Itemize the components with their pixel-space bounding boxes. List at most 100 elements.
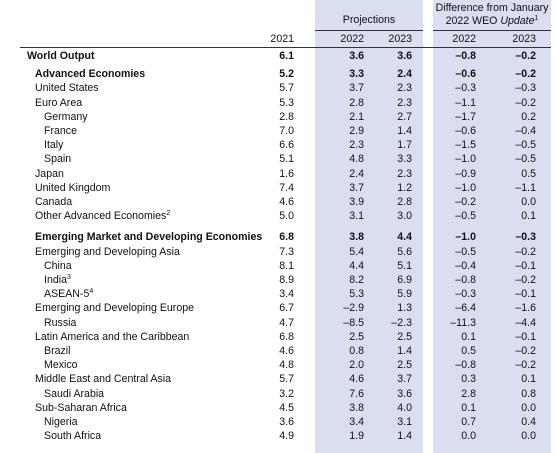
- value-2022-difference: 0.0: [461, 430, 476, 443]
- value-2023-difference: –0.2: [515, 274, 536, 286]
- value-2022-difference: –0.6: [455, 68, 476, 81]
- value-2023-difference: –0.1: [515, 288, 536, 301]
- row-label-text: Other Advanced Economies: [35, 210, 167, 223]
- row-label-text: United Kingdom: [35, 181, 111, 194]
- row-label-text: United States: [35, 82, 99, 95]
- value-2023-projection: 3.7: [397, 373, 412, 386]
- table-row: Saudi Arabia 3.2 7.6 3.6 2.8 0.8: [0, 387, 557, 401]
- row-label-text: Latin America and the Caribbean: [35, 330, 190, 343]
- value-2023-difference: –0.3: [515, 82, 536, 95]
- value-2021: 6.6: [279, 139, 294, 152]
- value-2021: 5.1: [279, 153, 294, 166]
- value-2022-projection: 3.6: [349, 50, 364, 62]
- value-2022-difference: –1.0: [455, 231, 476, 244]
- row-label: Other Advanced Economies2: [35, 209, 170, 223]
- value-2021: 4.9: [279, 430, 294, 443]
- value-2022-projection: 5.4: [349, 245, 364, 258]
- value-2022-projection: 3.9: [349, 196, 364, 208]
- row-label: France: [44, 124, 77, 138]
- table-row: Russia 4.7 –8.5 –2.3 –11.3 –4.4: [0, 316, 557, 330]
- value-2022-difference: 0.7: [461, 416, 476, 428]
- table-row: ASEAN-54 3.4 5.3 5.9 –0.3 –0.1: [0, 287, 557, 301]
- row-label: Brazil: [44, 344, 71, 358]
- value-2021: 8.9: [279, 274, 294, 286]
- value-2023-projection: 1.2: [397, 181, 412, 194]
- value-2023-projection: 2.7: [397, 110, 412, 123]
- value-2023-projection: 3.1: [397, 416, 412, 428]
- row-label: Nigeria: [44, 415, 78, 429]
- value-2022-projection: 3.8: [349, 231, 364, 244]
- row-label-text: India: [44, 274, 67, 286]
- value-2023-difference: –0.2: [515, 245, 536, 258]
- year-2021: 2021: [270, 33, 294, 45]
- value-2022-difference: –0.8: [455, 359, 476, 372]
- value-2022-difference: –0.3: [455, 82, 476, 95]
- value-2021: 8.1: [279, 259, 294, 272]
- value-2022-projection: 2.8: [349, 96, 364, 109]
- table-row: Emerging and Developing Europe 6.7 –2.9 1.3…: [0, 301, 557, 315]
- value-2022-difference: –0.6: [455, 125, 476, 137]
- row-label-text: China: [44, 259, 72, 272]
- value-2023-projection: 1.4: [397, 430, 412, 443]
- value-2023-projection: 5.6: [397, 245, 412, 258]
- value-2023-projection: 3.0: [397, 210, 412, 223]
- value-2023-projection: 3.3: [397, 153, 412, 166]
- value-2022-difference: –0.5: [455, 245, 476, 258]
- value-2022-projection: 3.4: [349, 416, 364, 428]
- value-2021: 2.8: [279, 110, 294, 123]
- value-2023-projection: 4.4: [397, 231, 412, 244]
- value-2023-projection: 1.4: [397, 125, 412, 137]
- table-row: Italy 6.6 2.3 1.7 –1.5 –0.5: [0, 138, 557, 152]
- table-row: Canada 4.6 3.9 2.8 –0.2 0.0: [0, 195, 557, 209]
- value-2023-difference: –0.5: [515, 153, 536, 166]
- value-2022-projection: 2.0: [349, 359, 364, 372]
- value-2023-difference: –0.2: [515, 68, 536, 81]
- row-label-text: Germany: [44, 110, 88, 123]
- table-row: Emerging Market and Developing Economies…: [0, 230, 557, 244]
- projections-column-shading: [315, 0, 423, 453]
- row-label-text: France: [44, 125, 77, 137]
- table-row: Spain 5.1 4.8 3.3 –1.0 –0.5: [0, 152, 557, 166]
- value-2022-difference: –0.4: [455, 259, 476, 272]
- value-2022-projection: 8.2: [349, 274, 364, 286]
- value-2023-difference: –0.4: [515, 125, 536, 137]
- value-2023-difference: –0.2: [515, 50, 536, 62]
- value-2021: 1.6: [279, 167, 294, 180]
- value-2022-difference: 2.8: [461, 387, 476, 400]
- value-2022-projection: 2.9: [349, 125, 364, 137]
- row-label-text: Emerging and Developing Asia: [35, 245, 180, 258]
- value-2023-projection: 5.1: [397, 259, 412, 272]
- footnote-marker: 4: [89, 288, 94, 296]
- value-2023-difference: –0.3: [515, 231, 536, 244]
- row-label-text: Japan: [35, 167, 64, 180]
- value-2023-projection: 2.5: [397, 330, 412, 343]
- value-2023-difference: –0.1: [515, 259, 536, 272]
- value-2021: 7.4: [279, 181, 294, 194]
- value-2022-projection: 7.6: [349, 387, 364, 400]
- table-row: United States 5.7 3.7 2.3 –0.3 –0.3: [0, 81, 557, 95]
- value-2023-difference: –0.2: [515, 96, 536, 109]
- value-2022-projection: 4.8: [349, 153, 364, 166]
- row-label-text: Canada: [35, 196, 73, 208]
- value-2023-projection: 3.6: [397, 50, 412, 62]
- value-2022-projection: 2.4: [349, 167, 364, 180]
- value-2022-projection: 0.8: [349, 345, 364, 357]
- row-label: Emerging Market and Developing Economies: [35, 230, 262, 244]
- row-label: Saudi Arabia: [44, 387, 104, 401]
- footnote-marker: 2: [166, 210, 171, 218]
- value-2022-difference: 0.1: [461, 401, 476, 414]
- header-bottom-rule: [20, 47, 551, 48]
- projections-underline: [315, 30, 423, 31]
- row-label: World Output: [27, 49, 94, 63]
- row-label-text: Spain: [44, 153, 72, 166]
- value-2022-difference: –0.9: [455, 167, 476, 180]
- difference-underline: [433, 30, 551, 31]
- value-2022-difference: –0.5: [455, 210, 476, 223]
- value-2022-difference: –11.3: [450, 316, 476, 329]
- value-2023-difference: 0.2: [521, 110, 536, 123]
- row-label-text: Russia: [44, 316, 77, 329]
- table-row: Euro Area 5.3 2.8 2.3 –1.1 –0.2: [0, 96, 557, 110]
- value-2023-projection: 6.9: [397, 274, 412, 286]
- difference-header-line1: Difference from January: [435, 2, 549, 14]
- value-2021: 5.3: [279, 96, 294, 109]
